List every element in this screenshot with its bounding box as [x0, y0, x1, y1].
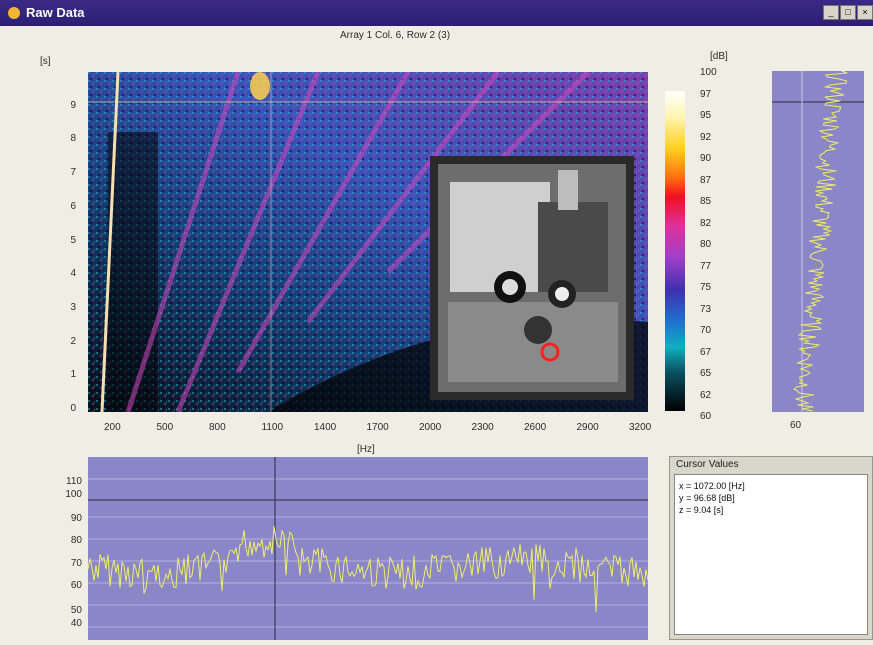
window-title: Raw Data	[26, 5, 85, 20]
frequency-slice-plot[interactable]	[87, 457, 649, 640]
colorbar-tick: 70	[700, 325, 712, 336]
spectrogram-x-tick: 500	[156, 422, 174, 433]
spectrogram-y-tick: 5	[70, 234, 76, 246]
app-icon	[8, 7, 20, 19]
colorbar-tick: 85	[700, 196, 712, 207]
spectrogram-x-tick: 1100	[261, 422, 284, 433]
frequency-slice-y-tick: 50	[70, 605, 82, 616]
minimize-button[interactable]: _	[823, 5, 839, 20]
frequency-slice-y-tick: 100	[65, 489, 82, 500]
colorbar-tick: 97	[700, 88, 712, 100]
time-slice-x-tick: 60	[790, 420, 802, 431]
spectrogram-y-tick: 7	[70, 167, 76, 179]
spectrogram-x-tick: 2300	[471, 422, 494, 433]
frequency-slice-y-tick: 80	[70, 535, 82, 546]
colorbar-tick: 95	[700, 110, 712, 121]
spectrogram-plot[interactable]	[88, 70, 648, 413]
colorbar-tick: 90	[700, 153, 712, 164]
spectrogram-x-tick: 800	[209, 422, 226, 433]
spectrogram-y-tick: 1	[70, 369, 76, 381]
x-axis-unit: [Hz]	[357, 444, 375, 455]
colorbar-tick: 62	[700, 389, 712, 401]
spectrogram-y-tick: 8	[70, 133, 76, 145]
sensor-marker-icon	[540, 342, 560, 362]
colorbar-tick: 100	[700, 67, 717, 78]
cursor-x-value: x = 1072.00 [Hz]	[679, 481, 745, 491]
frequency-slice-y-tick: 60	[70, 580, 82, 591]
spectrogram-y-tick: 6	[70, 200, 76, 212]
colorbar-tick: 82	[700, 217, 712, 229]
spectrogram-y-tick: 3	[70, 301, 76, 313]
y-axis-unit: [s]	[40, 56, 51, 67]
cursor-y-value: y = 96.68 [dB]	[679, 493, 735, 503]
cursor-values-body: x = 1072.00 [Hz] y = 96.68 [dB] z = 9.04…	[674, 474, 868, 635]
cursor-values-header: Cursor Values	[676, 459, 739, 470]
colorbar-tick: 67	[700, 346, 712, 358]
spectrogram-x-tick: 2000	[419, 422, 442, 433]
spectrogram-y-tick: 2	[70, 335, 76, 347]
frequency-slice-y-tick: 70	[70, 558, 82, 569]
colorbar-tick: 73	[700, 303, 712, 315]
colorbar-unit: [dB]	[710, 51, 728, 62]
colorbar-tick: 75	[700, 282, 712, 293]
spectrogram-y-tick: 4	[70, 268, 76, 280]
colorbar-tick: 77	[700, 260, 712, 272]
title-bar: Raw Data _ □ ×	[0, 0, 873, 26]
colorbar-tick: 60	[700, 411, 712, 422]
cursor-values-panel: Cursor Values x = 1072.00 [Hz] y = 96.68…	[669, 456, 873, 640]
frequency-slice-y-tick: 110	[66, 476, 82, 487]
spectrogram-x-tick: 2900	[576, 422, 599, 433]
spectrogram-y-tick: 9	[70, 99, 76, 111]
colorbar-tick: 65	[700, 368, 712, 379]
cursor-z-value: z = 9.04 [s]	[679, 505, 724, 515]
spectrogram-title: Array 1 Col. 6, Row 2 (3)	[340, 30, 451, 41]
time-slice-plot[interactable]	[772, 70, 864, 412]
frequency-slice-y-tick: 40	[70, 618, 82, 629]
spectrogram-x-tick: 1700	[366, 422, 389, 433]
close-button[interactable]: ×	[857, 5, 873, 20]
spectrogram-x-tick: 1400	[314, 422, 337, 433]
frequency-slice-y-tick: 90	[70, 513, 82, 524]
colorbar-tick: 92	[700, 131, 712, 143]
spectrogram-x-tick: 3200	[629, 422, 652, 433]
maximize-button[interactable]: □	[840, 5, 856, 20]
engine-photo-inset	[430, 156, 634, 400]
spectrogram-x-tick: 2600	[524, 422, 547, 433]
colorbar	[665, 91, 685, 411]
colorbar-tick: 87	[700, 174, 712, 186]
spectrogram-y-tick: 0	[70, 403, 76, 414]
colorbar-tick: 80	[700, 239, 712, 250]
spectrogram-x-tick: 200	[104, 422, 121, 433]
